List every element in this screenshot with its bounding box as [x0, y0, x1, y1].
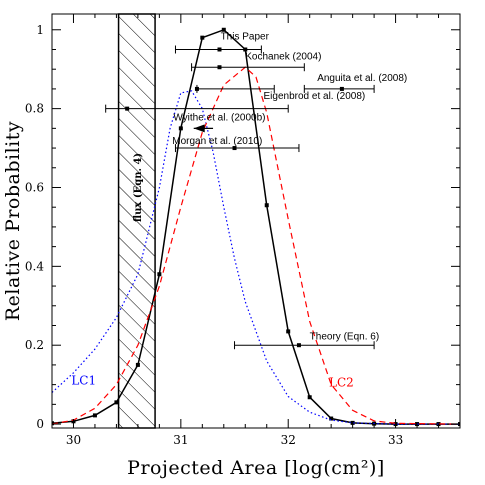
measurement-point	[339, 86, 344, 91]
y-tick-label: 0.6	[25, 180, 44, 194]
x-tick-label: 32	[281, 433, 296, 447]
measurement-point	[125, 106, 130, 111]
x-tick-label: 30	[66, 433, 81, 447]
measurement-point	[217, 47, 222, 52]
y-tick-label: 0.4	[25, 259, 44, 273]
measurement-point	[296, 343, 301, 348]
data-point	[52, 421, 54, 426]
axis-ticks: 30 31 32 33 0 0.2 0.4 0.6 0.8 1	[25, 14, 461, 447]
measurement-point	[217, 65, 222, 70]
y-tick-label: 0.2	[25, 338, 44, 352]
data-point	[178, 126, 183, 131]
plot-frame	[51, 13, 461, 429]
measurement-point	[194, 86, 199, 91]
y-tick-label: 0.8	[25, 102, 44, 116]
series-label-lc1: LC1	[71, 374, 96, 388]
x-axis-label: Projected Area [log(cm²)]	[127, 457, 385, 479]
measurement-label: Morgan et al. (2010)	[172, 136, 262, 147]
data-point	[114, 400, 119, 405]
data-point	[221, 27, 226, 32]
x-tick-label: 31	[173, 433, 188, 447]
data-point	[329, 416, 334, 421]
data-point	[135, 362, 140, 367]
series-label-lc2: LC2	[329, 376, 354, 390]
flux-hatched-region	[117, 13, 156, 429]
measurement-label: This Paper	[221, 32, 270, 43]
shaded-region: flux (Eqn. 4)	[117, 13, 156, 429]
series-line-main	[52, 28, 460, 425]
y-tick-label: 0	[36, 417, 44, 431]
measurement-label: Wyithe et al. (2000b)	[173, 112, 265, 123]
series-layer	[52, 27, 460, 427]
measurement-label: Kochanek (2004)	[245, 51, 321, 62]
measurement-label: Eigenbrod et al. (2008)	[264, 91, 366, 102]
measurement-point	[232, 146, 237, 151]
measurement-label: Theory (Eqn. 6)	[310, 331, 379, 342]
data-point	[92, 413, 97, 418]
measurement-label: Anguita et al. (2008)	[317, 73, 407, 84]
data-point	[307, 395, 312, 400]
upper-limit-arrow-head	[193, 124, 205, 133]
data-point	[286, 329, 291, 334]
measurement-layer: This Paper Kochanek (2004) Anguita et al. …	[105, 32, 407, 350]
y-tick-label: 1	[36, 23, 44, 37]
flux-region-label: flux (Eqn. 4)	[133, 153, 144, 222]
data-point	[157, 272, 162, 277]
x-tick-label: 33	[388, 433, 403, 447]
data-point	[200, 35, 205, 40]
data-point	[264, 203, 269, 208]
data-point	[350, 420, 355, 425]
y-axis-label: Relative Probability	[2, 121, 24, 321]
label-layer: LC1 LC2	[71, 374, 353, 390]
